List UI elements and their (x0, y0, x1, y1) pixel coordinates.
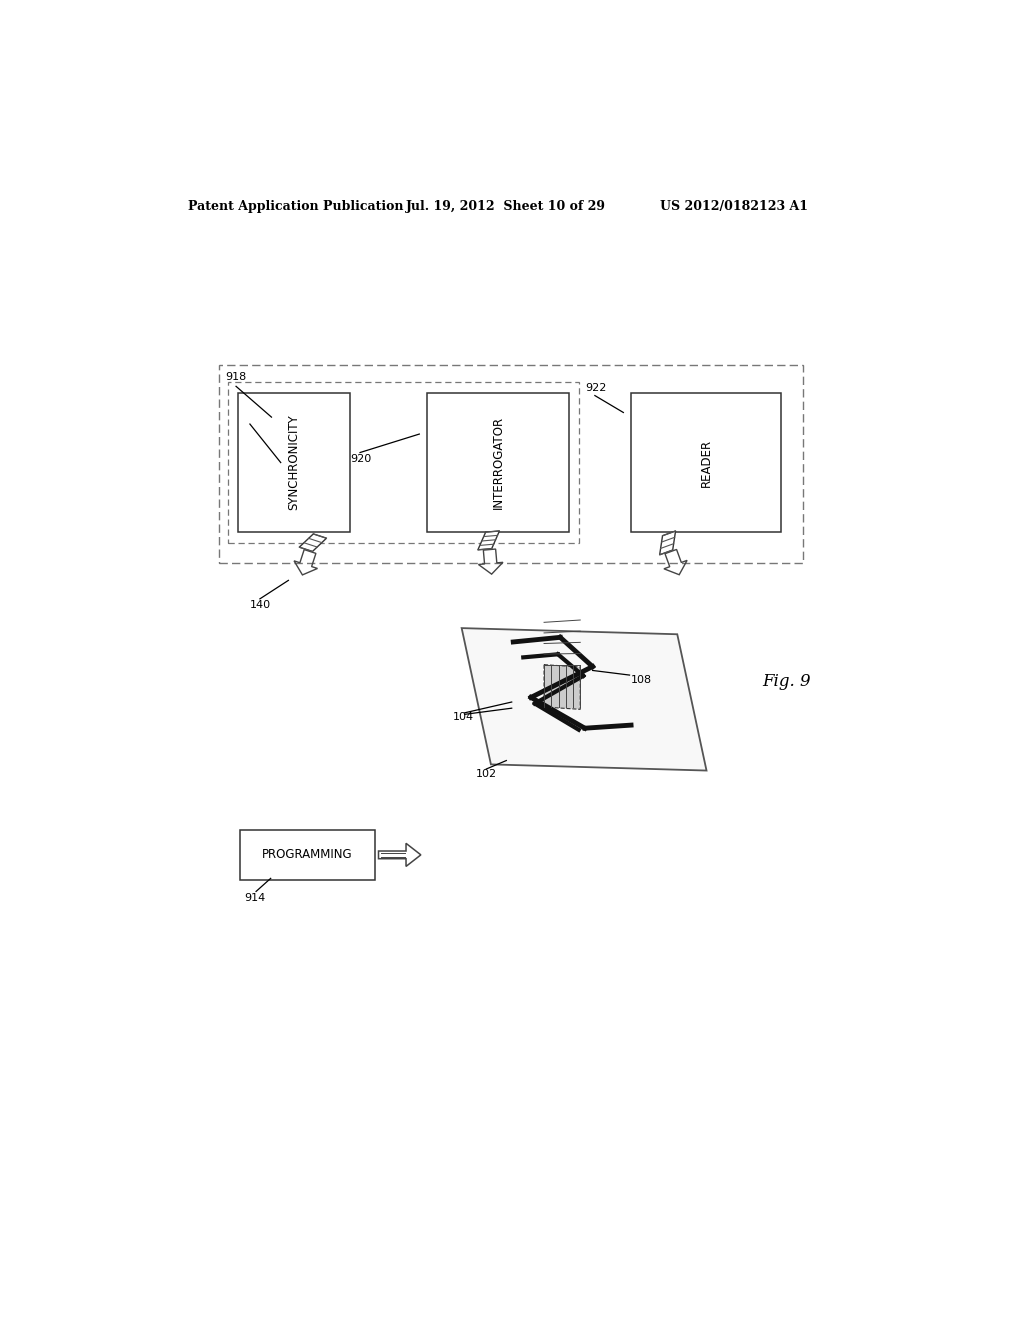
Polygon shape (299, 533, 327, 552)
Polygon shape (659, 531, 676, 554)
Text: 102: 102 (475, 770, 497, 779)
Text: READER: READER (699, 438, 713, 487)
Bar (228, 381, 579, 544)
Polygon shape (478, 531, 500, 550)
Text: 108: 108 (631, 676, 652, 685)
Text: 104: 104 (453, 713, 473, 722)
Text: US 2012/0182123 A1: US 2012/0182123 A1 (660, 199, 808, 213)
Bar (631, 393, 781, 532)
Bar (240, 830, 375, 880)
Bar (427, 393, 569, 532)
Text: Fig. 9: Fig. 9 (762, 673, 811, 690)
Text: 914: 914 (245, 892, 266, 903)
Text: SYNCHRONICITY: SYNCHRONICITY (288, 414, 301, 511)
Text: 922: 922 (585, 383, 606, 393)
Text: 140: 140 (250, 601, 271, 610)
Bar (219, 364, 803, 564)
Polygon shape (544, 665, 581, 709)
Text: Jul. 19, 2012  Sheet 10 of 29: Jul. 19, 2012 Sheet 10 of 29 (407, 199, 606, 213)
Bar (239, 393, 350, 532)
Text: Patent Application Publication: Patent Application Publication (188, 199, 403, 213)
Text: INTERROGATOR: INTERROGATOR (492, 416, 505, 510)
Text: 918: 918 (225, 372, 247, 381)
Text: PROGRAMMING: PROGRAMMING (262, 849, 352, 862)
Text: 920: 920 (350, 454, 372, 463)
Polygon shape (462, 628, 707, 771)
